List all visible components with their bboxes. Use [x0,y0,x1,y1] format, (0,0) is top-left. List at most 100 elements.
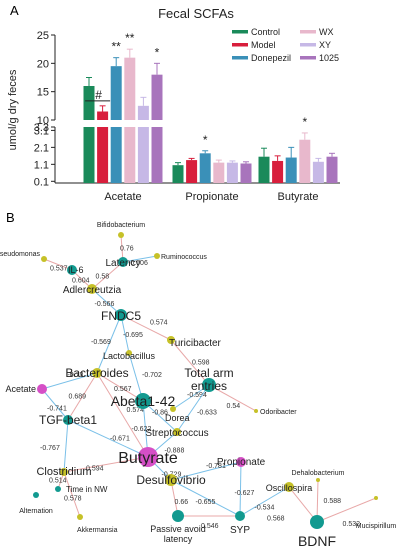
node-label: Propionate [217,457,266,468]
edge-weight-label: -0.767 [40,445,60,452]
edge-weight-label: -0.86 [152,410,168,417]
panel-label-a: A [10,3,19,18]
node-label: Alternation [19,508,53,515]
network-edge [172,384,210,410]
edge-weight-label: 0.574 [127,407,145,414]
network-edge [120,314,130,354]
node-label: Lactobacillus [103,351,156,361]
network-node [33,492,39,498]
network-edge [63,456,149,473]
network-node [60,468,68,476]
edge-weight-label: 0.598 [192,360,210,367]
bar [137,127,149,183]
bar [83,127,95,183]
legend-swatch [300,30,316,34]
edge-weight-label: -0.888 [165,448,185,455]
legend-entry: Donepezil [251,53,291,63]
edge-weight-label: 0.514 [49,478,67,485]
significance-mark: * [203,133,208,147]
edge-weight-label: 0.76 [120,246,134,253]
significance-mark: ** [112,40,122,54]
network-node [254,409,258,413]
network-edge [316,479,319,523]
edge-weight-label: 0.58 [96,274,110,281]
node-label: Dehalobacterium [292,470,345,477]
edge-weight-label: -0.633 [197,410,217,417]
bar [124,57,136,120]
network-edge [239,461,242,517]
edge-weight-label: 0.578 [64,496,82,503]
network-edge [208,384,257,412]
legend-swatch [300,56,316,60]
significance-mark: * [155,45,160,59]
bar [110,66,122,120]
network-node [236,457,246,467]
network-edge [96,314,122,374]
y-tick-label: 20 [37,58,49,70]
y-axis-label: umol/g dry feces [7,69,19,150]
bar [137,105,149,120]
network-node [55,486,61,492]
edge-weight-label: -0.627 [235,490,255,497]
network-edge [170,479,241,517]
bar [124,127,136,183]
edge-weight-label: -0.606 [128,260,148,267]
network-node [41,256,47,262]
node-label: Butyrate [118,450,178,467]
network-node [138,447,158,467]
legend-entry: Model [251,40,276,50]
edge-weight-label: -0.569 [91,339,111,346]
y-tick-label: 15 [37,87,49,99]
y-tick-label: 2.1 [34,142,49,154]
edge-weight-label: 0.604 [72,278,90,285]
bar [213,162,225,183]
node-label: Acetate [5,384,36,394]
network-node [92,368,102,378]
node-label: TGF-beta1 [39,413,97,427]
bar [186,160,198,183]
network-edge [96,372,149,458]
network-node [310,515,324,529]
y-tick-label: 0.1 [34,176,49,188]
bar [272,160,284,183]
node-label: Ruminococcus [161,254,207,261]
node-label: Abeta1-42 [111,393,176,409]
network-node [165,474,177,486]
edge-weight-label: 0.66 [175,499,189,506]
edge-weight-label: -0.671 [110,436,130,443]
y-tick-label: 3.3 [34,122,49,134]
network-node [67,265,77,275]
network-edge [176,384,210,433]
network-node [154,253,160,259]
bar [151,127,163,183]
node-label: Bacteroides [65,366,128,380]
node-label: entries [191,379,227,393]
bar [83,86,95,120]
network-node [235,511,245,521]
node-label: BDNF [298,533,336,549]
network-edge [170,339,210,386]
edge-weight-label: -0.594 [187,392,207,399]
network-edge [316,497,377,523]
network-node [173,428,181,436]
edge-weight-label: 0.567 [114,386,132,393]
bar [312,161,324,183]
edge-weight-label: 0.689 [69,394,87,401]
node-label: Dorea [165,413,190,423]
bar [199,153,211,183]
edge-weight-label: -0.702 [142,372,162,379]
network-node [202,378,216,392]
legend-swatch [232,56,248,60]
legend-entry: WX [319,27,334,37]
node-label: Total arm [184,366,233,380]
node-label: Streptococcus [145,428,208,439]
node-label: Turicibacter [169,338,222,349]
network-edge [122,255,158,263]
network-node [284,482,294,492]
x-tick-label: Acetate [104,191,141,203]
edge-weight-label: 0.537 [50,266,68,273]
y-tick-label: 3.1 [34,125,49,137]
node-label: Time in NW [66,485,108,494]
network-node [118,257,128,267]
